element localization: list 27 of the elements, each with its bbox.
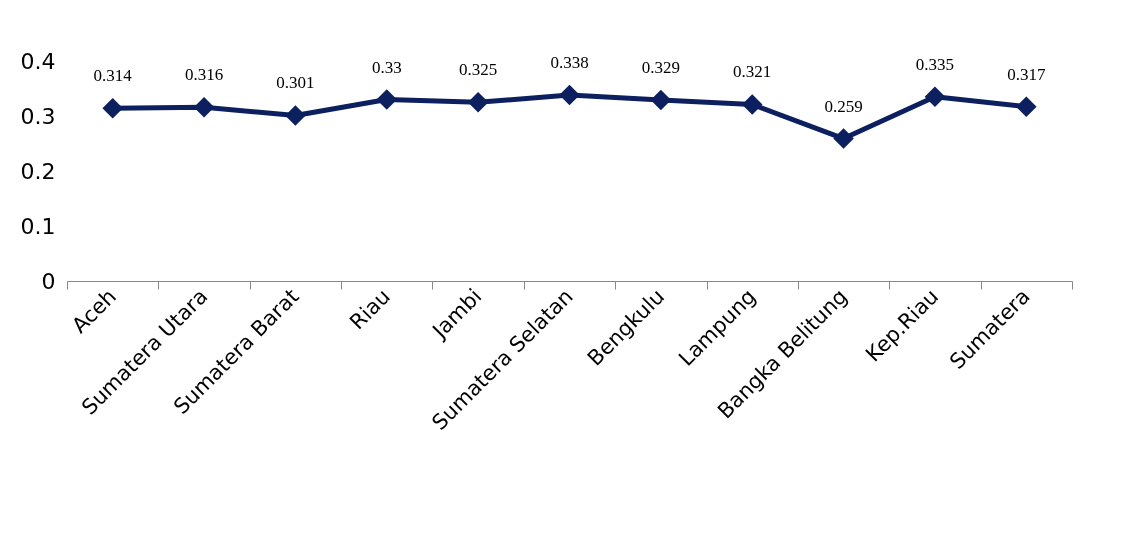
point (285, 105, 306, 126)
data-label: 0.317 (1007, 64, 1046, 84)
data-label: 0.314 (93, 66, 133, 86)
data-label: 0.329 (641, 58, 680, 78)
point (102, 98, 123, 119)
point (467, 92, 489, 113)
point (650, 89, 672, 111)
point (833, 128, 854, 149)
y-tick-label: 0.3 (20, 103, 56, 129)
data-label: 0.335 (915, 54, 955, 74)
data-label: 0.338 (550, 53, 589, 73)
data-label: 0.316 (184, 65, 224, 85)
y-tick-label: 0.4 (20, 48, 56, 74)
data-label: 0.259 (824, 96, 863, 116)
point (741, 94, 763, 115)
y-tick-label: 0.2 (20, 158, 56, 184)
point (376, 89, 398, 110)
data-label: 0.33 (371, 57, 402, 77)
data-label: 0.325 (459, 60, 498, 80)
y-tick-label: 0 (41, 268, 56, 294)
point (924, 86, 946, 107)
data-label: 0.321 (733, 62, 772, 82)
data-label: 0.301 (276, 73, 315, 93)
point (1016, 96, 1037, 117)
point (193, 96, 215, 118)
point (559, 84, 580, 106)
y-tick-label: 0.1 (20, 213, 56, 239)
